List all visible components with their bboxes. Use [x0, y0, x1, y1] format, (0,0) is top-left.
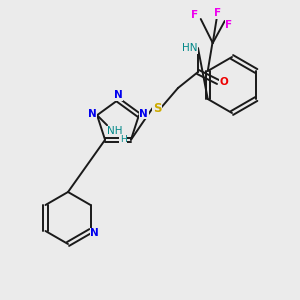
Text: NH: NH [107, 126, 123, 136]
Text: F: F [214, 8, 221, 18]
Text: S: S [153, 101, 161, 115]
Text: N: N [139, 109, 148, 119]
Text: F: F [225, 20, 232, 30]
Text: H: H [120, 135, 127, 144]
Text: HN: HN [182, 43, 198, 53]
Text: O: O [220, 77, 228, 87]
Text: N: N [91, 229, 99, 238]
Text: N: N [88, 109, 97, 119]
Text: F: F [191, 10, 198, 20]
Text: N: N [114, 90, 122, 100]
